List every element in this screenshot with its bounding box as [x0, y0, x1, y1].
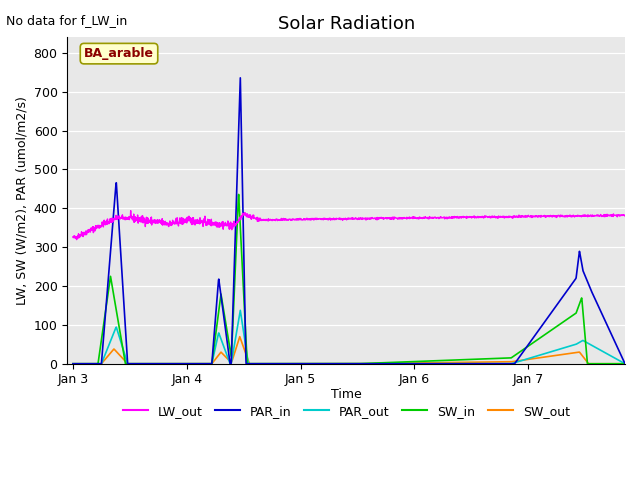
- Text: No data for f_LW_in: No data for f_LW_in: [6, 14, 127, 27]
- Text: BA_arable: BA_arable: [84, 47, 154, 60]
- X-axis label: Time: Time: [331, 388, 362, 401]
- Legend: LW_out, PAR_in, PAR_out, SW_in, SW_out: LW_out, PAR_in, PAR_out, SW_in, SW_out: [118, 400, 575, 423]
- Y-axis label: LW, SW (W/m2), PAR (umol/m2/s): LW, SW (W/m2), PAR (umol/m2/s): [15, 96, 28, 305]
- Title: Solar Radiation: Solar Radiation: [278, 15, 415, 33]
